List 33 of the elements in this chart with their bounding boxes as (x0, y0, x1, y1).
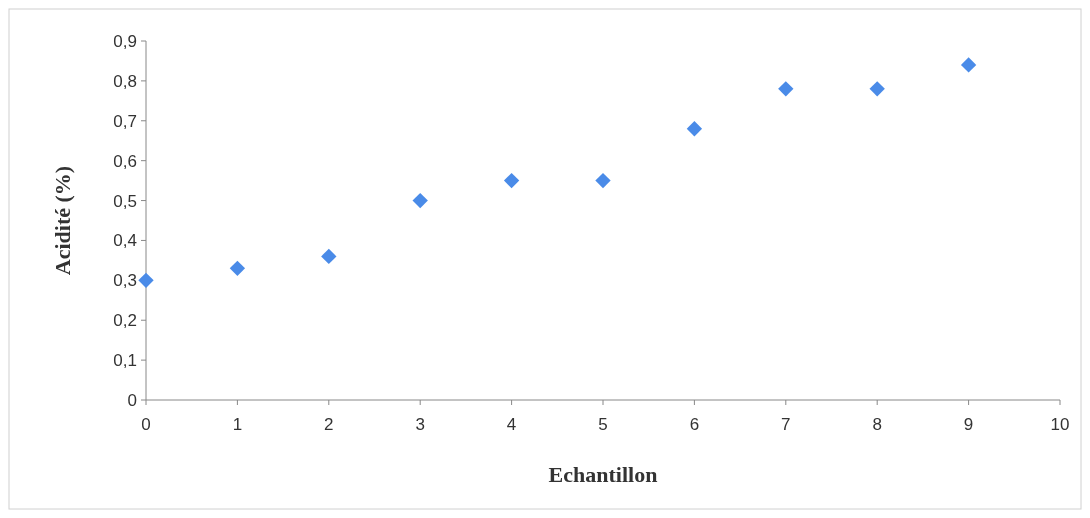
x-tick-label: 8 (872, 415, 882, 434)
point (412, 192, 428, 209)
y-tick-label: 0,3 (113, 271, 137, 291)
y-axis-title: Acidité (%) (50, 165, 75, 276)
x-tick-label: 4 (506, 415, 517, 434)
y-tick-label: 0,8 (113, 71, 137, 91)
point (321, 248, 337, 265)
y-tick-label: 0,5 (113, 191, 137, 211)
x-tick-label: 10 (1050, 415, 1070, 434)
point (138, 272, 154, 288)
y-tick-label: 0,6 (113, 151, 137, 171)
point (595, 172, 611, 189)
point (778, 81, 794, 97)
x-tick-label: 3 (415, 415, 425, 434)
x-tick-label: 7 (781, 415, 791, 434)
x-tick-label: 0 (141, 415, 151, 434)
x-axis-title: Echantillon (548, 462, 658, 487)
x-tick-label: 1 (232, 415, 243, 434)
point (869, 81, 885, 97)
point (960, 57, 977, 73)
y-tick-label: 0,1 (113, 351, 137, 371)
point (229, 260, 246, 277)
point (686, 121, 703, 137)
y-tick-label: 0 (127, 390, 137, 410)
x-tick-label: 5 (598, 415, 608, 434)
y-tick-label: 0,7 (113, 111, 137, 131)
x-tick-label: 2 (324, 415, 334, 434)
y-tick-label: 0,9 (113, 31, 137, 51)
y-tick-label: 0,2 (113, 311, 137, 331)
x-tick-label: 9 (963, 415, 974, 434)
y-tick-label: 0,4 (113, 231, 137, 251)
point (503, 172, 520, 189)
x-tick-label: 6 (689, 415, 700, 434)
